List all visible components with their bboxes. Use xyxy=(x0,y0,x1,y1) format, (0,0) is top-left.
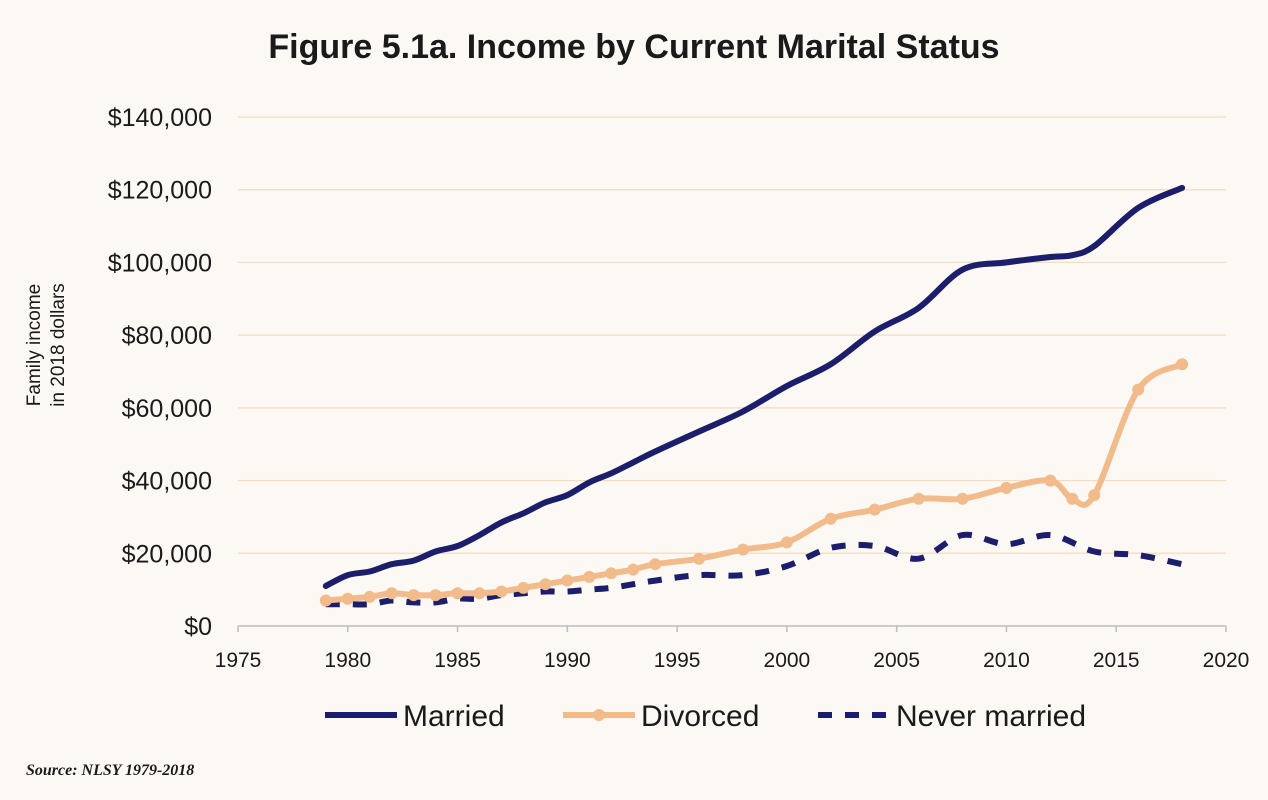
legend: Married Divorced Never married xyxy=(325,700,1086,733)
data-point-divorced xyxy=(385,587,398,600)
y-tick-label: $120,000 xyxy=(108,177,212,205)
data-point-divorced xyxy=(539,578,552,591)
data-point-divorced xyxy=(824,512,837,525)
data-point-divorced xyxy=(583,570,596,583)
legend-label-married: Married xyxy=(403,700,505,733)
y-tick-label: $0 xyxy=(184,613,212,641)
data-point-divorced xyxy=(649,558,662,571)
data-point-divorced xyxy=(319,594,332,607)
data-point-divorced xyxy=(561,574,574,587)
data-point-divorced xyxy=(780,536,793,549)
data-point-divorced xyxy=(956,492,969,505)
x-tick-label: 2015 xyxy=(1093,649,1140,672)
legend-label-never-married: Never married xyxy=(896,700,1086,733)
data-point-divorced xyxy=(1044,474,1057,487)
data-point-divorced xyxy=(912,492,925,505)
y-tick-label: $140,000 xyxy=(108,104,212,132)
x-tick-label: 1985 xyxy=(434,649,481,672)
x-tick-label: 1975 xyxy=(215,649,262,672)
data-point-divorced xyxy=(736,543,749,556)
data-point-divorced xyxy=(429,589,442,602)
data-point-divorced xyxy=(495,585,508,598)
x-tick-label: 2005 xyxy=(873,649,920,672)
data-point-divorced xyxy=(1066,492,1079,505)
chart-title: Figure 5.1a. Income by Current Marital S… xyxy=(268,28,1000,66)
y-tick-label: $100,000 xyxy=(108,249,212,277)
data-point-divorced xyxy=(473,587,486,600)
data-point-divorced xyxy=(693,552,706,565)
y-axis-label: Family income in 2018 dollars xyxy=(24,283,69,407)
y-tick-label: $40,000 xyxy=(122,468,212,496)
x-tick-label: 2010 xyxy=(983,649,1030,672)
data-point-divorced xyxy=(517,581,530,594)
data-point-divorced xyxy=(627,563,640,576)
y-tick-label: $20,000 xyxy=(122,540,212,568)
axes: $0 $20,000 $40,000 $60,000 $80,000 $100,000 $1… xyxy=(108,104,1250,672)
gridlines xyxy=(238,116,1226,554)
data-point-divorced xyxy=(451,587,464,600)
y-tick-label: $80,000 xyxy=(122,322,212,350)
data-point-divorced xyxy=(1000,481,1013,494)
legend-label-divorced: Divorced xyxy=(641,700,759,733)
source-note: Source: NLSY 1979-2018 xyxy=(26,762,195,779)
x-tick-label: 1990 xyxy=(544,649,591,672)
x-tick-label: 1980 xyxy=(324,649,371,672)
y-axis-label-line-1: Family income xyxy=(24,284,45,406)
legend-marker-divorced xyxy=(593,709,605,721)
series-line-never-married xyxy=(325,531,1183,608)
data-point-divorced xyxy=(341,592,354,605)
series-lines xyxy=(319,184,1189,608)
y-tick-label: $60,000 xyxy=(122,395,212,423)
data-point-divorced xyxy=(1176,358,1189,371)
data-point-divorced xyxy=(363,590,376,603)
data-point-divorced xyxy=(407,589,420,602)
y-axis-label-line-2: in 2018 dollars xyxy=(48,283,69,407)
x-tick-label: 1995 xyxy=(654,649,701,672)
data-point-divorced xyxy=(605,567,618,580)
x-tick-label: 2000 xyxy=(764,649,811,672)
x-tick-label: 2020 xyxy=(1203,649,1250,672)
data-point-divorced xyxy=(868,503,881,516)
data-point-divorced xyxy=(1132,383,1145,396)
series-line-married xyxy=(322,184,1186,589)
data-point-divorced xyxy=(1088,489,1101,502)
